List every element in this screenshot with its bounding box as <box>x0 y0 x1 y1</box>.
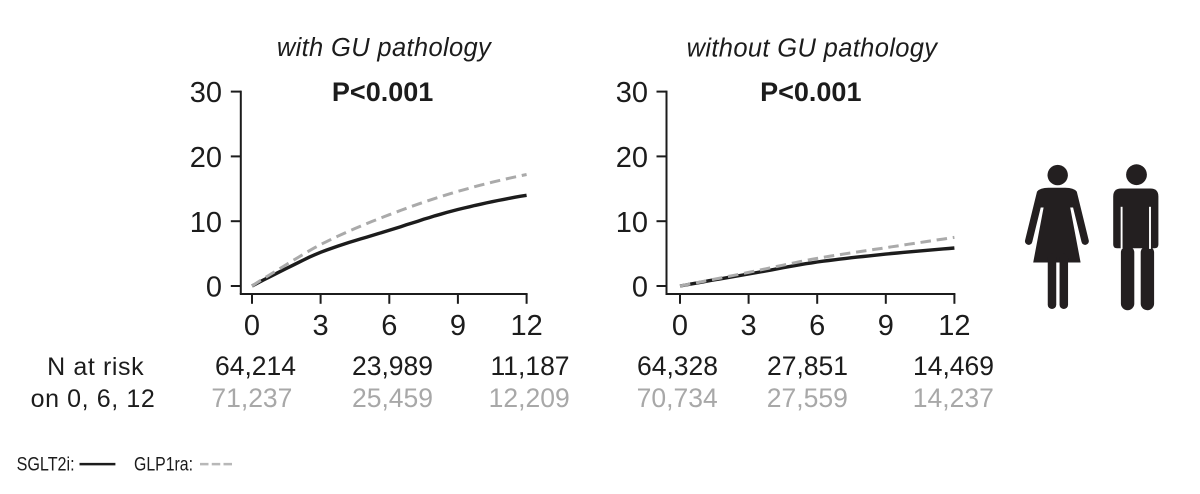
svg-text:9: 9 <box>878 310 894 342</box>
svg-text:70,734: 70,734 <box>637 383 718 413</box>
svg-text:0: 0 <box>632 272 648 304</box>
svg-text:64,328: 64,328 <box>637 351 718 381</box>
svg-text:64,214: 64,214 <box>215 351 296 381</box>
svg-text:3: 3 <box>741 310 757 342</box>
svg-text:P<0.001: P<0.001 <box>760 77 861 107</box>
svg-text:71,237: 71,237 <box>211 383 292 413</box>
svg-text:10: 10 <box>190 207 222 239</box>
svg-text:P<0.001: P<0.001 <box>332 77 433 107</box>
svg-text:11,187: 11,187 <box>490 351 569 381</box>
svg-text:SGLT2i:: SGLT2i: <box>17 454 75 475</box>
svg-text:9: 9 <box>450 310 466 342</box>
svg-text:27,559: 27,559 <box>767 383 848 413</box>
svg-text:20: 20 <box>190 142 222 174</box>
svg-text:N at risk: N at risk <box>47 353 144 381</box>
svg-text:14,237: 14,237 <box>913 383 994 413</box>
svg-text:30: 30 <box>190 77 222 109</box>
svg-text:6: 6 <box>381 310 397 342</box>
svg-text:0: 0 <box>206 272 222 304</box>
svg-text:12: 12 <box>938 310 970 342</box>
svg-text:3: 3 <box>313 310 329 342</box>
svg-text:30: 30 <box>616 77 648 109</box>
svg-text:6: 6 <box>809 310 825 342</box>
svg-text:12,209: 12,209 <box>489 383 570 413</box>
svg-text:with GU pathology: with GU pathology <box>277 34 493 62</box>
svg-text:14,469: 14,469 <box>913 351 994 381</box>
svg-text:20: 20 <box>616 142 648 174</box>
svg-text:0: 0 <box>244 310 260 342</box>
svg-text:on 0, 6, 12: on 0, 6, 12 <box>31 385 156 413</box>
svg-text:10: 10 <box>616 207 648 239</box>
svg-text:without GU pathology: without GU pathology <box>687 34 940 62</box>
svg-text:25,459: 25,459 <box>352 383 433 413</box>
svg-text:0: 0 <box>672 310 688 342</box>
svg-text:12: 12 <box>510 310 542 342</box>
svg-text:GLP1ra:: GLP1ra: <box>134 454 193 475</box>
svg-text:27,851: 27,851 <box>767 351 848 381</box>
svg-text:23,989: 23,989 <box>352 351 433 381</box>
